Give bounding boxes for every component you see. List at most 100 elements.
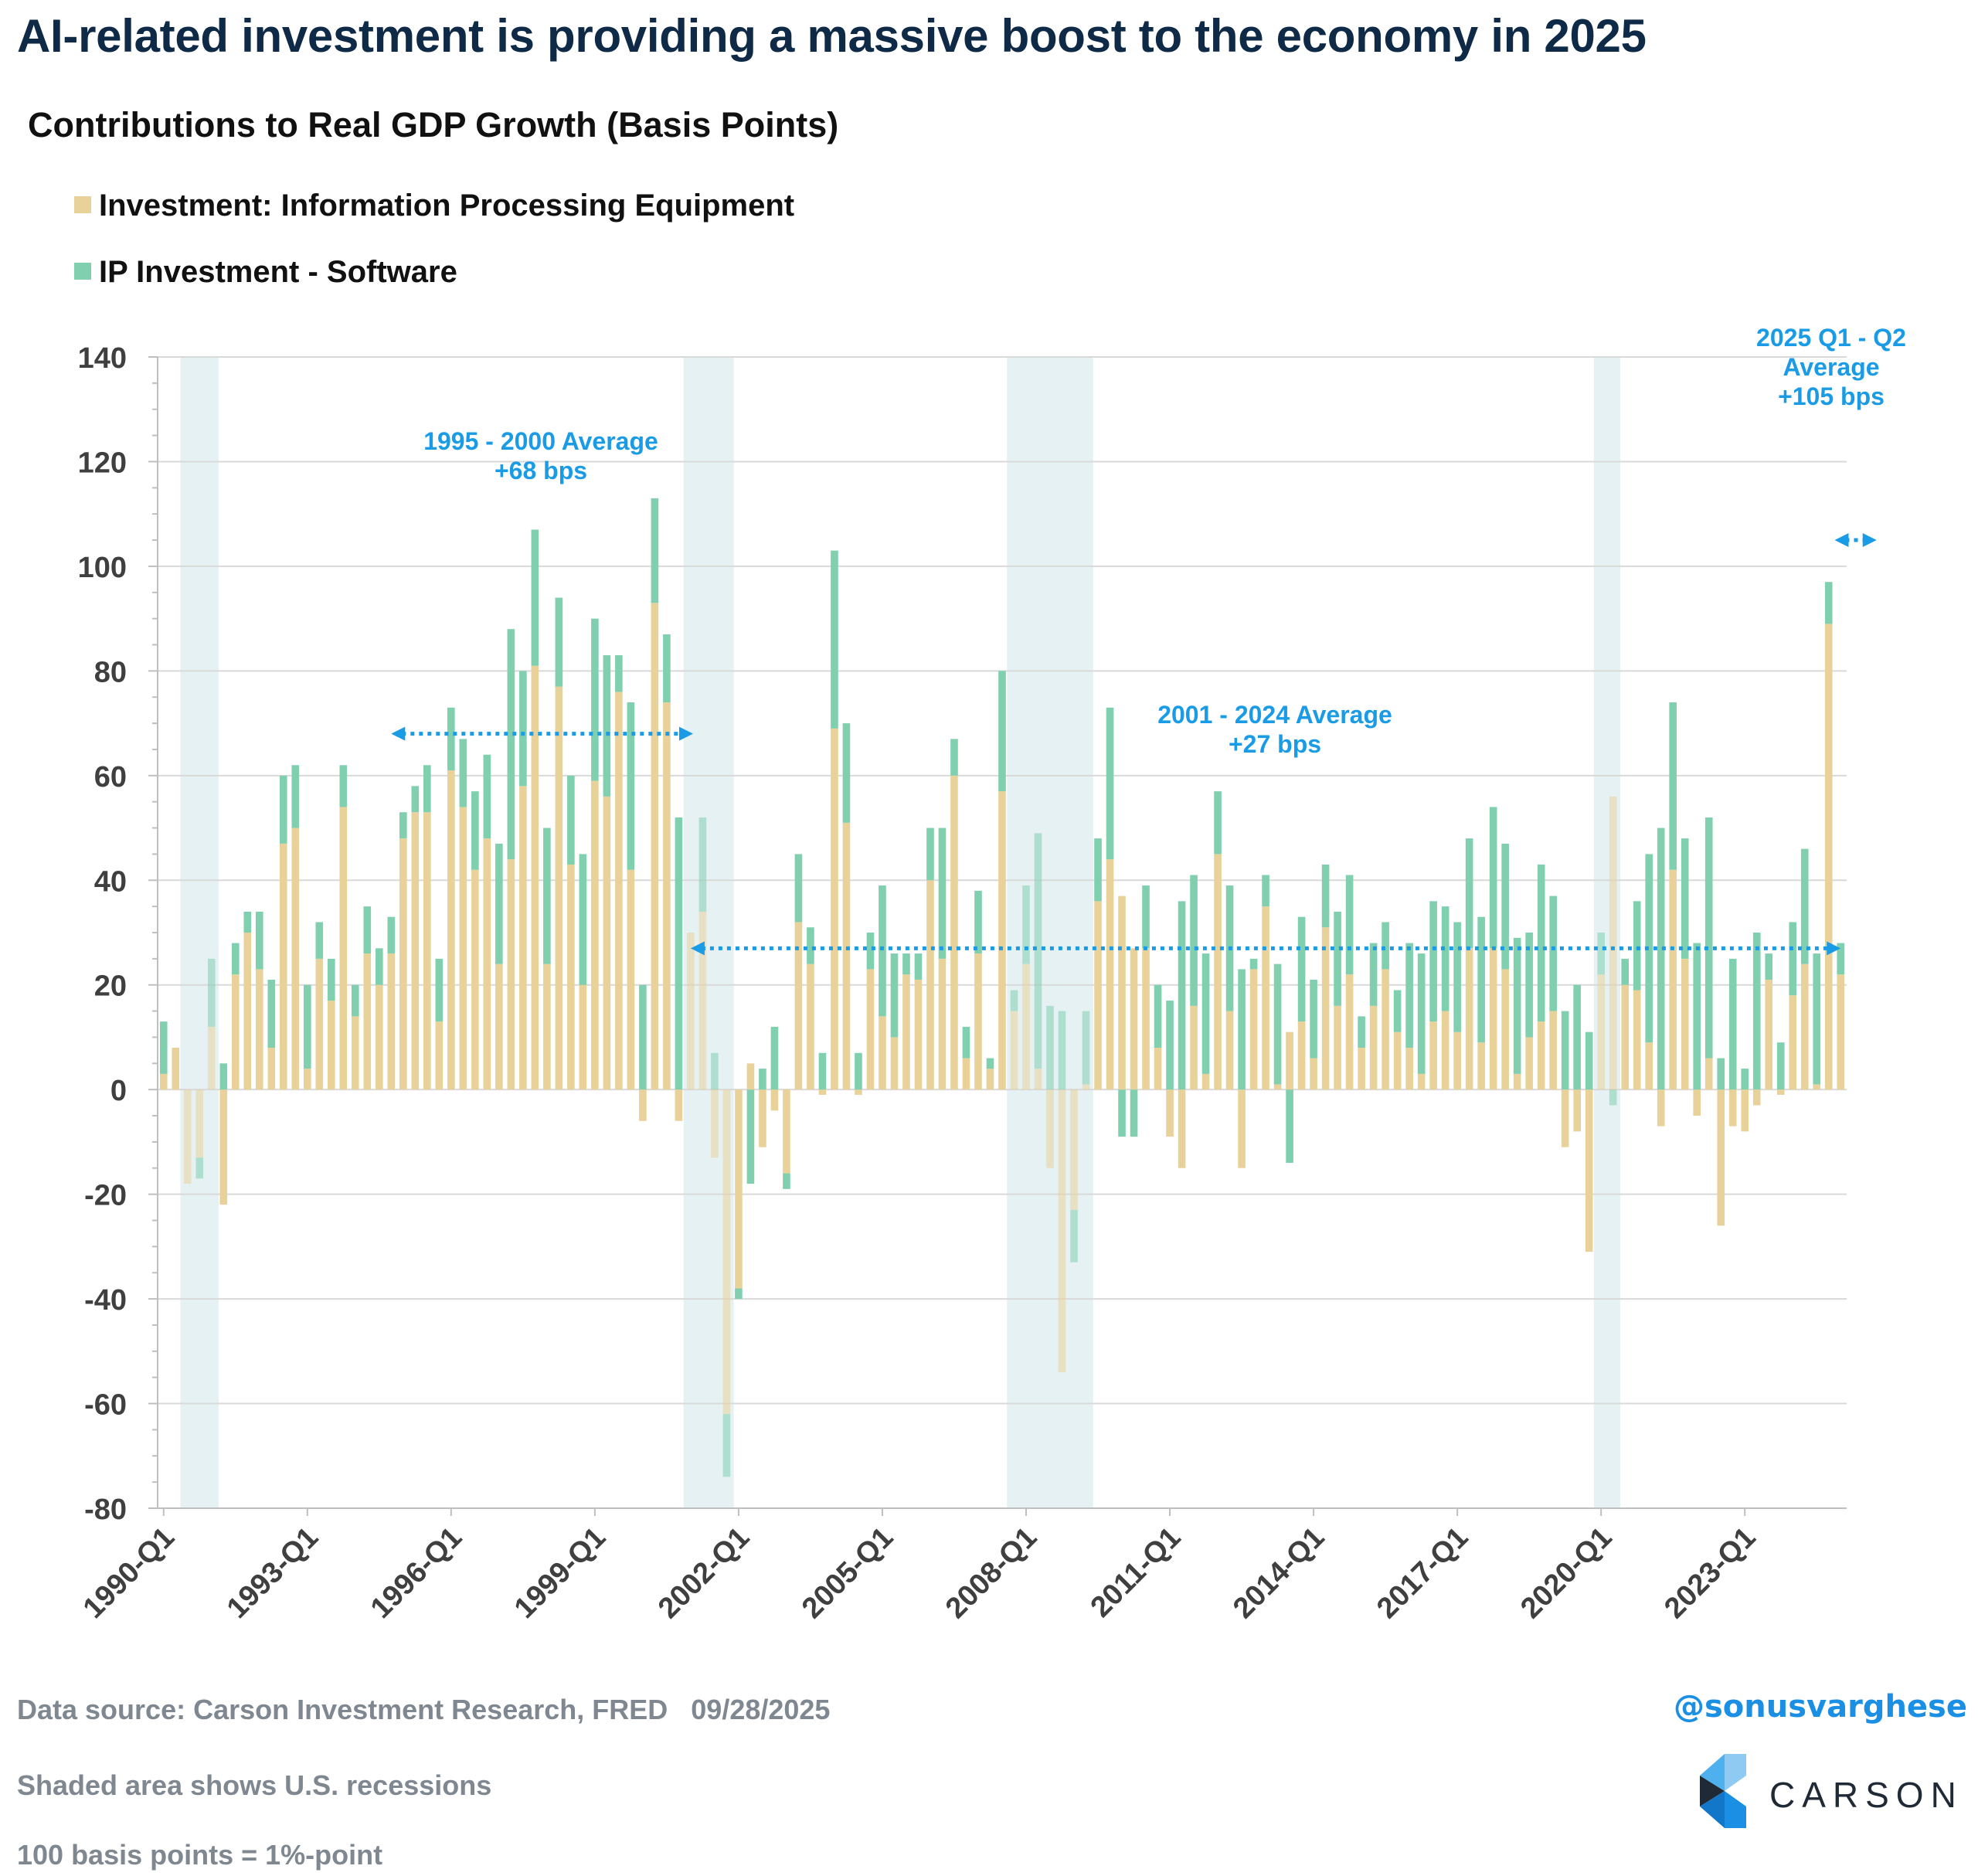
bar-software — [1178, 901, 1186, 1090]
bar-equipment — [1106, 859, 1114, 1090]
bar-equipment — [794, 922, 803, 1090]
bar-software — [1765, 953, 1773, 980]
bar-software — [1549, 896, 1557, 1011]
bar-equipment — [411, 812, 420, 1090]
bar-equipment — [183, 1089, 192, 1184]
bar-equipment — [651, 603, 659, 1090]
bar-software — [435, 958, 444, 1022]
bar-equipment — [879, 1016, 886, 1090]
legend-item-equipment: Investment: Information Processing Equip… — [74, 189, 794, 223]
bar-software — [938, 828, 947, 959]
bar-equipment — [1633, 990, 1641, 1090]
bar-software — [1273, 963, 1282, 1085]
legend-swatch-software — [74, 263, 91, 280]
bar-software — [1573, 984, 1581, 1090]
carson-logo-mark — [1700, 1754, 1746, 1828]
bar-equipment — [902, 974, 910, 1090]
bar-software — [1585, 1031, 1593, 1090]
bar-software — [651, 498, 659, 603]
y-tick-label: 80 — [94, 656, 127, 688]
bar-software — [842, 723, 851, 823]
bar-software — [1704, 817, 1713, 1059]
bar-software — [447, 707, 455, 771]
x-tick-label: 2011-Q1 — [1085, 1521, 1188, 1624]
bar-software — [1597, 933, 1605, 975]
x-tick-label: 2014-Q1 — [1227, 1521, 1331, 1625]
arrow-2025-head-right — [1862, 533, 1877, 548]
bar-software — [1214, 791, 1222, 855]
annotation-1995-2000-line2: +68 bps — [494, 457, 588, 484]
bar-equipment — [1813, 1084, 1821, 1090]
bar-software — [303, 984, 311, 1069]
bar-equipment — [1358, 1048, 1365, 1090]
bar-software — [315, 922, 324, 959]
y-tick-label: 40 — [94, 865, 127, 898]
bar-software — [746, 1089, 755, 1184]
bar-equipment — [615, 692, 623, 1090]
bar-software — [998, 671, 1006, 792]
bar-software — [1669, 702, 1677, 870]
bar-equipment — [831, 728, 838, 1090]
bar-software — [507, 629, 515, 860]
bar-software — [639, 984, 647, 1090]
bar-software — [159, 1021, 168, 1074]
bar-equipment — [1776, 1089, 1785, 1095]
bar-equipment — [543, 963, 551, 1090]
bar-equipment — [1238, 1089, 1246, 1168]
bar-software — [1728, 958, 1737, 1090]
bar-equipment — [1597, 974, 1605, 1090]
bar-software — [339, 765, 348, 807]
bar-software — [352, 984, 359, 1017]
bar-equipment — [1525, 1037, 1533, 1090]
bar-equipment — [1046, 1089, 1054, 1168]
bar-software — [759, 1069, 766, 1090]
bar-equipment — [519, 786, 527, 1090]
bar-equipment — [1249, 969, 1258, 1090]
bar-software — [770, 1026, 779, 1090]
bar-software — [1501, 843, 1509, 970]
bar-equipment — [363, 953, 372, 1090]
bar-equipment — [722, 1089, 731, 1415]
bar-software — [1525, 933, 1533, 1038]
bar-equipment — [1225, 1011, 1234, 1090]
x-tick-label: 2017-Q1 — [1371, 1521, 1474, 1625]
bar-software — [567, 775, 575, 865]
bar-software — [1058, 1011, 1066, 1090]
bar-software — [591, 618, 599, 781]
bar-software — [675, 817, 683, 1090]
bar-equipment — [818, 1089, 827, 1095]
y-tick-label: -40 — [84, 1284, 127, 1317]
bar-equipment — [483, 838, 491, 1090]
bar-software — [1776, 1042, 1785, 1090]
bar-equipment — [1154, 1048, 1162, 1090]
bar-equipment — [1321, 927, 1330, 1090]
bar-equipment — [507, 859, 515, 1090]
bar-software — [1453, 922, 1461, 1032]
bar-software — [615, 655, 623, 692]
bar-software — [890, 953, 899, 1038]
bar-equipment — [1621, 984, 1629, 1090]
bar-equipment — [1837, 974, 1845, 1090]
bar-software — [1238, 969, 1246, 1090]
y-tick-label: 60 — [94, 761, 127, 794]
bar-software — [1393, 990, 1402, 1032]
bar-equipment — [339, 807, 348, 1090]
carson-logo: CARSON — [1700, 1754, 1970, 1831]
bar-software — [1046, 1005, 1054, 1090]
bar-equipment — [447, 770, 455, 1090]
x-tick-label: 2008-Q1 — [940, 1521, 1043, 1625]
bar-equipment — [1477, 1042, 1485, 1090]
bar-software — [1022, 885, 1030, 964]
bar-equipment — [459, 807, 467, 1090]
x-tick-label: 2002-Q1 — [652, 1521, 756, 1625]
bar-equipment — [387, 953, 396, 1090]
bar-software — [1382, 922, 1389, 970]
bar-equipment — [1489, 948, 1497, 1090]
bar-software — [663, 634, 671, 702]
bar-software — [1106, 707, 1114, 860]
bar-software — [1094, 838, 1102, 902]
bar-software — [243, 911, 252, 933]
bar-software — [1681, 838, 1689, 959]
bar-software — [783, 1173, 790, 1189]
bar-software — [1645, 854, 1653, 1043]
